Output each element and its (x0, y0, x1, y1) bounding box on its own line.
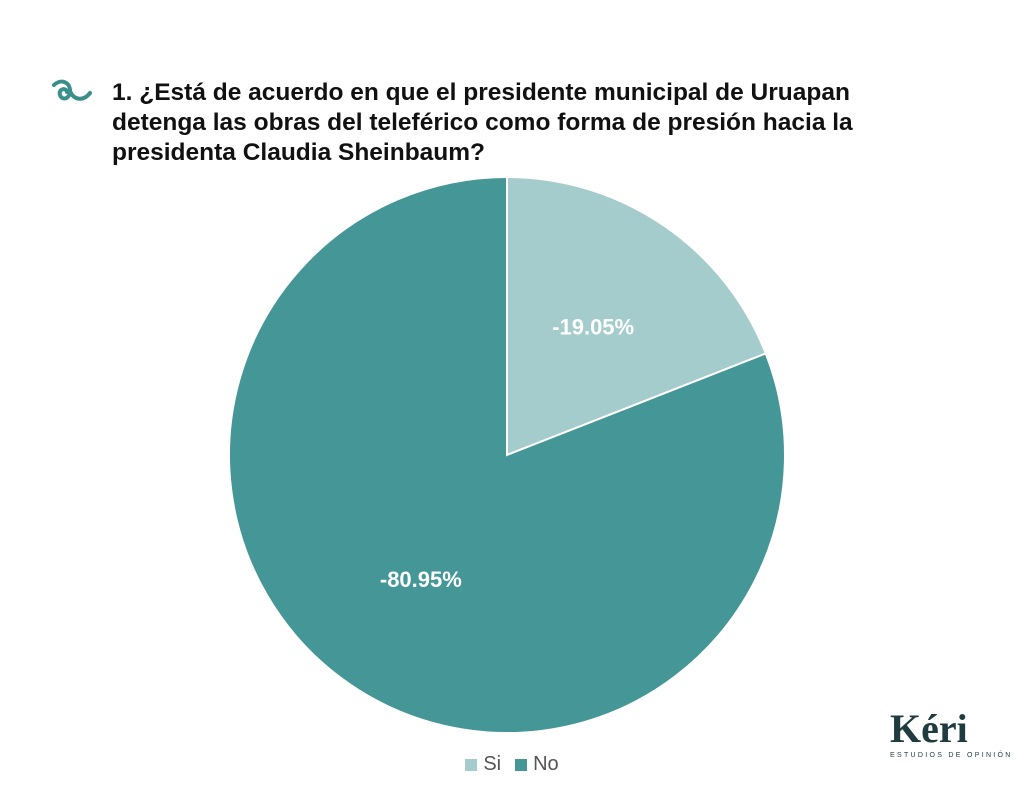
legend-item-no: No (515, 753, 559, 776)
legend-label-no: No (533, 753, 559, 775)
brand-logo: Kéri ESTUDIOS DE OPINIÓN (890, 706, 1013, 768)
legend-item-si: Si (465, 753, 501, 776)
slice-label-no: -80.95% (380, 567, 462, 592)
question-title: 1. ¿Está de acuerdo en que el presidente… (112, 79, 853, 166)
slice-label-si: -19.05% (552, 314, 634, 339)
brand-subtitle: ESTUDIOS DE OPINIÓN (890, 752, 1013, 759)
spiral-icon (52, 79, 92, 101)
pie-slice-no (228, 175, 786, 734)
chart-legend: Si No (0, 753, 1024, 776)
brand-name: Kéri (890, 706, 968, 751)
legend-swatch-si (465, 758, 478, 771)
legend-label-si: Si (483, 753, 502, 775)
legend-swatch-no (515, 758, 528, 771)
pie-slice-si (506, 175, 768, 457)
